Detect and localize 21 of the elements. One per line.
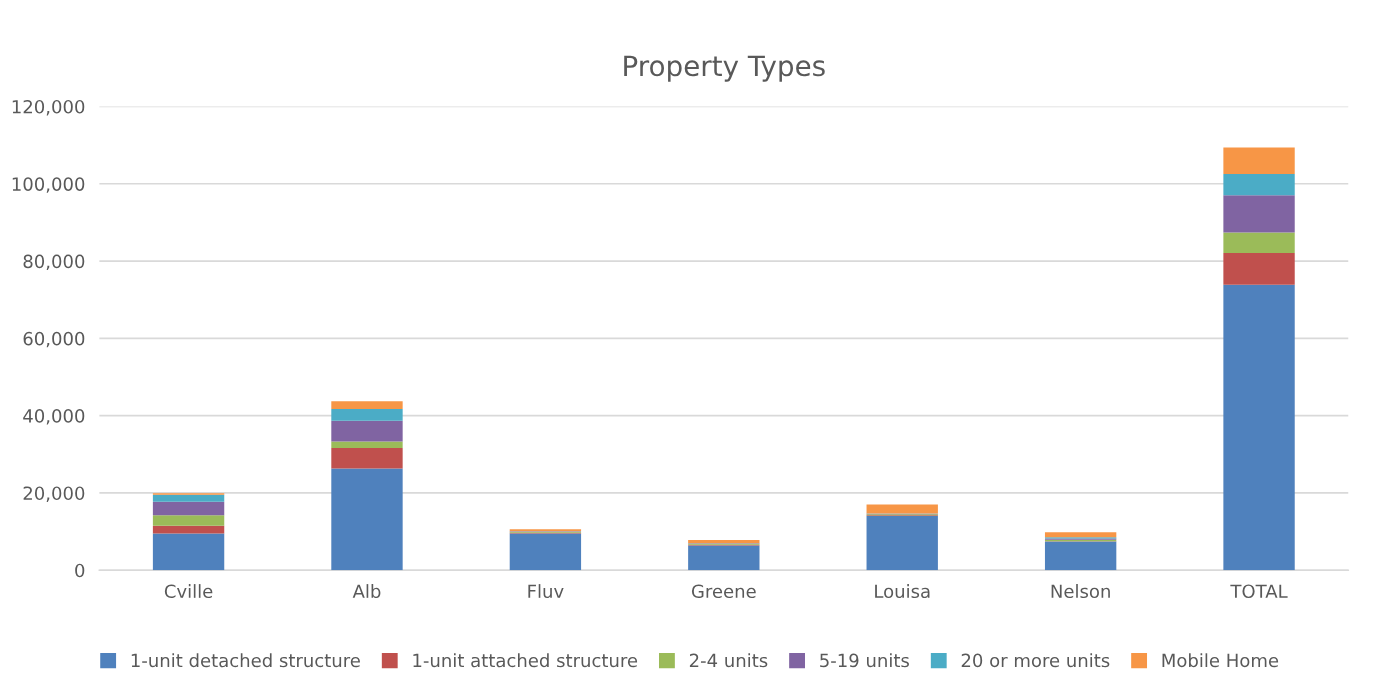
x-tick-label: Cville <box>164 584 213 599</box>
y-tick-label: 60,000 <box>23 331 85 348</box>
y-tick-label: 80,000 <box>23 254 85 271</box>
legend-label: 2-4 units <box>689 653 768 668</box>
y-tick-label: 0 <box>75 563 85 578</box>
y-tick-label: 120,000 <box>12 99 85 116</box>
x-tick-label: Nelson <box>1051 584 1110 599</box>
legend-label: 5-19 units <box>820 653 909 668</box>
chart-title: Property Types <box>624 55 825 82</box>
y-tick-label: 40,000 <box>23 409 85 425</box>
legend-label: 20 or more units <box>961 653 1110 668</box>
legend-label: 1-unit attached structure <box>413 653 638 668</box>
x-tick-label: Greene <box>691 584 756 599</box>
x-tick-label: Alb <box>352 584 381 599</box>
y-tick-label: 100,000 <box>12 177 85 193</box>
x-tick-label: TOTAL <box>1230 584 1288 599</box>
x-tick-label: Louisa <box>875 584 930 599</box>
y-tick-label: 20,000 <box>23 486 85 502</box>
legend-label: 1-unit detached structure <box>131 653 360 668</box>
legend-label: Mobile Home <box>1162 653 1279 668</box>
x-tick-label: Fluv <box>528 584 564 599</box>
